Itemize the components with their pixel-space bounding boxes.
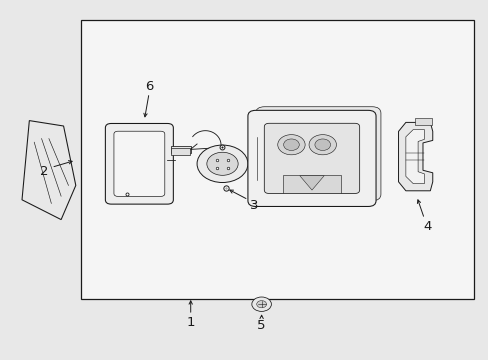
Circle shape: [197, 145, 247, 183]
Circle shape: [256, 301, 266, 308]
Bar: [171, 146, 190, 153]
Circle shape: [251, 297, 271, 311]
Circle shape: [283, 139, 299, 150]
Polygon shape: [405, 130, 424, 184]
Circle shape: [308, 135, 336, 155]
Text: 2: 2: [40, 165, 48, 177]
Bar: [282, 175, 341, 193]
FancyBboxPatch shape: [114, 131, 164, 197]
Circle shape: [206, 152, 238, 175]
Text: 1: 1: [186, 316, 195, 329]
Text: 6: 6: [144, 80, 153, 93]
FancyBboxPatch shape: [255, 107, 380, 201]
Circle shape: [314, 139, 330, 150]
Bar: [171, 148, 189, 155]
FancyBboxPatch shape: [105, 123, 173, 204]
Circle shape: [277, 135, 305, 155]
Text: 4: 4: [423, 220, 431, 233]
Bar: [414, 118, 431, 125]
Bar: [81, 20, 473, 299]
FancyBboxPatch shape: [247, 111, 375, 207]
FancyBboxPatch shape: [264, 123, 359, 194]
Text: 3: 3: [249, 199, 258, 212]
Text: 5: 5: [257, 319, 265, 332]
Polygon shape: [398, 122, 432, 191]
Polygon shape: [299, 176, 324, 190]
